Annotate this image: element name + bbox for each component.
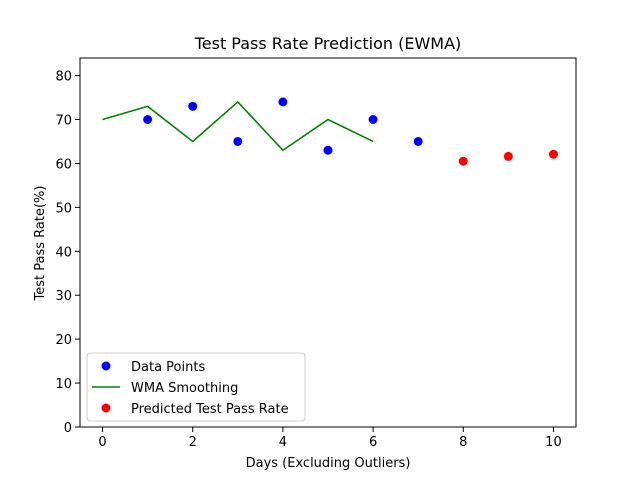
x-tick-label: 10 [545,435,562,450]
chart-title: Test Pass Rate Prediction (EWMA) [194,34,462,53]
data-point [233,136,243,146]
predicted-point [458,156,468,166]
y-tick-label: 70 [55,114,72,129]
series-layer [102,97,558,166]
data-point [323,145,333,155]
x-axis-label: Days (Excluding Outliers) [246,456,411,471]
legend-box [86,352,306,422]
y-tick-label: 50 [55,201,72,216]
legend-label: Predicted Test Pass Rate [131,402,289,417]
legend-marker-swatch [101,403,111,413]
y-tick-label: 80 [55,70,72,85]
y-tick-label: 20 [55,333,72,348]
y-tick-label: 40 [55,245,72,260]
y-tick-label: 30 [55,289,72,304]
x-tick-label: 6 [369,435,377,450]
x-axis: 0 2 4 6 8 10 [98,427,562,450]
predicted-point [503,151,513,161]
smoothing-line [102,100,374,152]
data-point [413,136,423,146]
plot-frame [79,57,577,428]
x-tick-label: 8 [459,435,467,450]
x-tick-label: 4 [279,435,287,450]
legend: Data Points WMA Smoothing Predicted Test P… [86,352,306,422]
y-axis: 0 10 20 30 40 50 60 70 80 [55,70,80,436]
data-point [278,97,288,107]
y-tick-label: 10 [55,377,72,392]
legend-label: Data Points [131,360,205,375]
x-tick-label: 2 [189,435,197,450]
legend-marker-swatch [101,361,111,371]
legend-label: WMA Smoothing [131,381,238,396]
y-tick-label: 60 [55,157,72,172]
plot-area [79,57,577,428]
x-tick-label: 0 [98,435,106,450]
y-tick-label: 0 [64,421,72,436]
data-point [143,115,153,124]
data-point [188,101,198,111]
data-point [368,115,378,124]
y-axis-label: Test Pass Rate(%) [33,186,48,302]
predicted-point [548,149,558,159]
